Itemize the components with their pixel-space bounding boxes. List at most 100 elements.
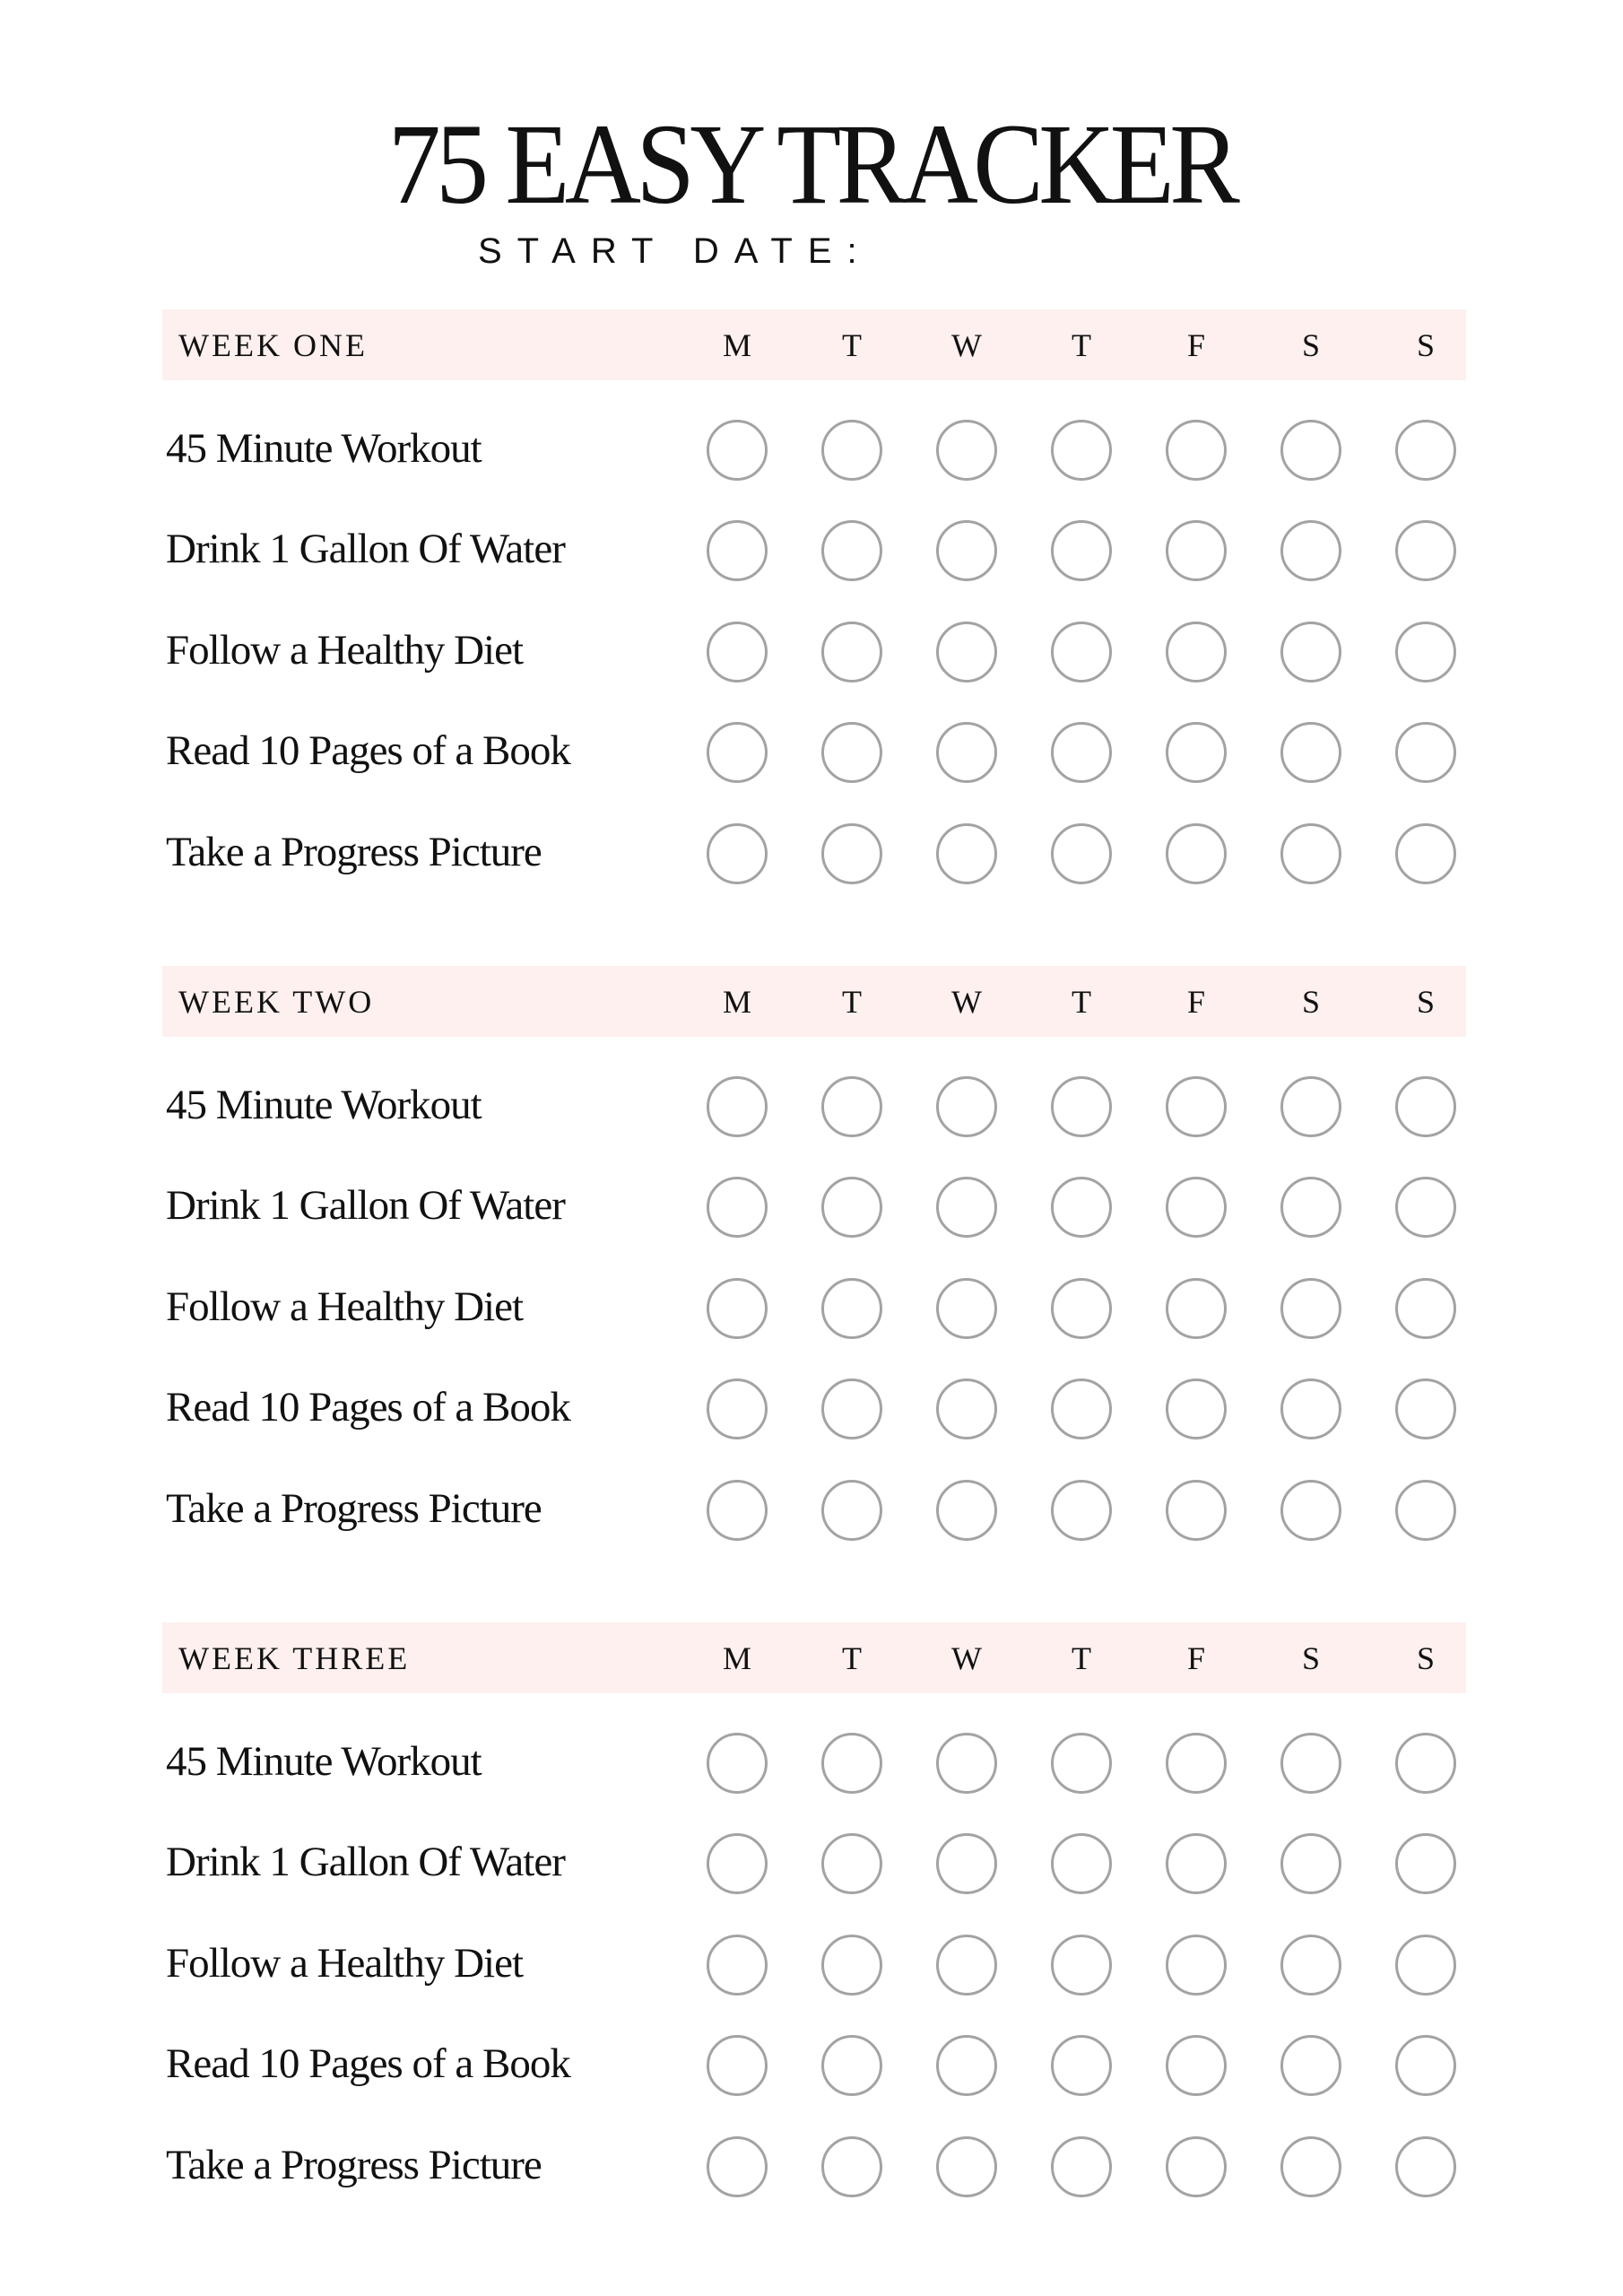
checkbox-circle[interactable] (821, 520, 882, 581)
checkbox-circle[interactable] (821, 1177, 882, 1238)
checkbox-circle[interactable] (1051, 1177, 1112, 1238)
checkbox-circle[interactable] (1280, 1480, 1341, 1541)
checkbox-circle[interactable] (1166, 1177, 1227, 1238)
checkbox-circle[interactable] (1395, 1833, 1456, 1894)
checkbox-circle[interactable] (936, 1177, 997, 1238)
checkbox-circle[interactable] (1166, 2136, 1227, 2197)
checkbox-circle[interactable] (1051, 1480, 1112, 1541)
checkbox-circle[interactable] (936, 722, 997, 783)
checkbox-circle[interactable] (936, 1278, 997, 1339)
checkbox-circle[interactable] (1166, 2035, 1227, 2096)
checkbox-circle[interactable] (1166, 520, 1227, 581)
checkbox-circle[interactable] (1395, 1378, 1456, 1439)
checkbox-circle[interactable] (821, 1378, 882, 1439)
checkbox-circle[interactable] (821, 1076, 882, 1137)
checkbox-circle[interactable] (1395, 622, 1456, 683)
checkbox-circle[interactable] (1395, 520, 1456, 581)
checkbox-circle[interactable] (1166, 622, 1227, 683)
checkbox-circle[interactable] (1395, 2035, 1456, 2096)
checkbox-circle[interactable] (1280, 1733, 1341, 1794)
checkbox-circle[interactable] (1051, 1076, 1112, 1137)
checkbox-circle[interactable] (707, 1378, 768, 1439)
checkbox-circle[interactable] (1395, 1480, 1456, 1541)
checkbox-circle[interactable] (821, 1480, 882, 1541)
checkbox-circle[interactable] (1051, 1733, 1112, 1794)
checkbox-circle[interactable] (936, 2035, 997, 2096)
checkbox-circle[interactable] (936, 1935, 997, 1996)
checkbox-circle[interactable] (936, 1480, 997, 1541)
checkbox-circle[interactable] (1280, 2136, 1341, 2197)
checkbox-circle[interactable] (707, 1480, 768, 1541)
checkbox-circle[interactable] (936, 520, 997, 581)
checkbox-circle[interactable] (1051, 2035, 1112, 2096)
checkbox-circle[interactable] (1166, 1480, 1227, 1541)
checkbox-circle[interactable] (707, 520, 768, 581)
checkbox-circle[interactable] (1280, 1935, 1341, 1996)
checkbox-circle[interactable] (1051, 722, 1112, 783)
checkbox-circle[interactable] (936, 420, 997, 481)
checkbox-circle[interactable] (1280, 1833, 1341, 1894)
checkbox-circle[interactable] (1280, 1278, 1341, 1339)
checkbox-circle[interactable] (821, 2136, 882, 2197)
checkbox-circle[interactable] (1280, 722, 1341, 783)
checkbox-circle[interactable] (707, 1177, 768, 1238)
checkbox-circle[interactable] (1051, 1935, 1112, 1996)
checkbox-circle[interactable] (936, 2136, 997, 2197)
checkbox-circle[interactable] (936, 823, 997, 884)
checkbox-circle[interactable] (1280, 823, 1341, 884)
checkbox-circle[interactable] (707, 1935, 768, 1996)
checkbox-circle[interactable] (1051, 1833, 1112, 1894)
checkbox-circle[interactable] (1166, 823, 1227, 884)
checkbox-circle[interactable] (1166, 1378, 1227, 1439)
checkbox-circle[interactable] (1051, 2136, 1112, 2197)
checkbox-circle[interactable] (1395, 2136, 1456, 2197)
checkbox-circle[interactable] (707, 1278, 768, 1339)
checkbox-circle[interactable] (1051, 420, 1112, 481)
checkbox-circle[interactable] (707, 823, 768, 884)
checkbox-circle[interactable] (821, 2035, 882, 2096)
checkbox-circle[interactable] (1280, 2035, 1341, 2096)
checkbox-circle[interactable] (1166, 1278, 1227, 1339)
checkbox-circle[interactable] (936, 1378, 997, 1439)
checkbox-circle[interactable] (1051, 520, 1112, 581)
checkbox-circle[interactable] (1166, 420, 1227, 481)
checkbox-circle[interactable] (821, 622, 882, 683)
checkbox-circle[interactable] (1395, 823, 1456, 884)
checkbox-circle[interactable] (936, 1833, 997, 1894)
checkbox-circle[interactable] (707, 1733, 768, 1794)
checkbox-circle[interactable] (1280, 420, 1341, 481)
checkbox-circle[interactable] (1395, 1935, 1456, 1996)
checkbox-circle[interactable] (1395, 420, 1456, 481)
checkbox-circle[interactable] (707, 1076, 768, 1137)
checkbox-circle[interactable] (1166, 722, 1227, 783)
checkbox-circle[interactable] (1051, 1278, 1112, 1339)
checkbox-circle[interactable] (821, 1278, 882, 1339)
checkbox-circle[interactable] (1280, 1378, 1341, 1439)
checkbox-circle[interactable] (936, 1076, 997, 1137)
checkbox-circle[interactable] (1280, 622, 1341, 683)
checkbox-circle[interactable] (1166, 1935, 1227, 1996)
checkbox-circle[interactable] (1280, 520, 1341, 581)
checkbox-circle[interactable] (707, 2035, 768, 2096)
checkbox-circle[interactable] (1166, 1833, 1227, 1894)
checkbox-circle[interactable] (821, 823, 882, 884)
checkbox-circle[interactable] (936, 1733, 997, 1794)
checkbox-circle[interactable] (1395, 722, 1456, 783)
checkbox-circle[interactable] (707, 622, 768, 683)
checkbox-circle[interactable] (821, 1733, 882, 1794)
checkbox-circle[interactable] (1166, 1076, 1227, 1137)
checkbox-circle[interactable] (1280, 1076, 1341, 1137)
checkbox-circle[interactable] (707, 420, 768, 481)
checkbox-circle[interactable] (1395, 1076, 1456, 1137)
checkbox-circle[interactable] (1051, 1378, 1112, 1439)
checkbox-circle[interactable] (707, 1833, 768, 1894)
checkbox-circle[interactable] (1280, 1177, 1341, 1238)
checkbox-circle[interactable] (821, 420, 882, 481)
checkbox-circle[interactable] (1395, 1733, 1456, 1794)
checkbox-circle[interactable] (821, 1833, 882, 1894)
checkbox-circle[interactable] (1051, 823, 1112, 884)
checkbox-circle[interactable] (1395, 1278, 1456, 1339)
checkbox-circle[interactable] (707, 722, 768, 783)
checkbox-circle[interactable] (1395, 1177, 1456, 1238)
checkbox-circle[interactable] (821, 1935, 882, 1996)
